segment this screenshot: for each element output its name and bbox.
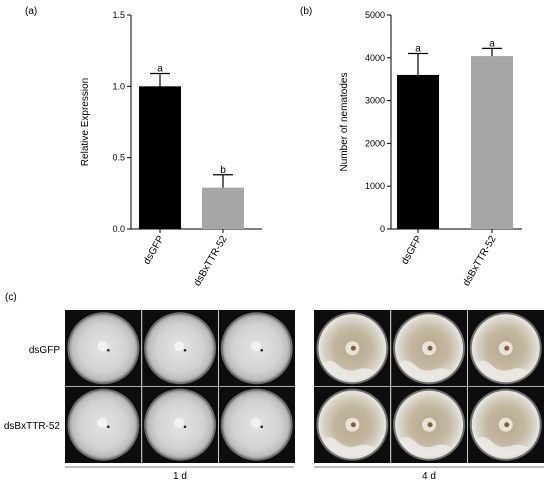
panel-letter-a: (a): [25, 6, 37, 17]
y-tick-label: 5000: [365, 10, 385, 20]
panel-letter-b: (b): [300, 6, 312, 17]
fungal-plug: [250, 341, 261, 352]
nematode-cluster: [427, 422, 433, 428]
mycelium-remnant: [475, 437, 528, 457]
chart-a: Relative Expression 0.0 0.5 1.0 1.5 a dsGFP b d…: [80, 10, 262, 288]
mycelium-remnant: [322, 360, 375, 380]
nematode-cluster: [504, 422, 510, 428]
y-tick-label: 1.0: [112, 81, 125, 91]
bar-dsGFP: [397, 74, 439, 229]
inoculation-point: [107, 425, 110, 429]
significance-letter: a: [415, 44, 421, 55]
bar-dsGFP: [139, 86, 181, 229]
chart-a-ylabel: Relative Expression: [80, 78, 91, 166]
chart-b-ylabel: Number of nematodes: [339, 73, 350, 172]
x-tick-label: dsBxTTR-52: [192, 234, 230, 288]
inoculation-point: [107, 348, 110, 352]
mycelium-remnant: [475, 360, 528, 380]
row-label-dsgfp: dsGFP: [29, 345, 60, 356]
chart-b: Number of nematodes 0 1000 2000 3000 4000 500…: [339, 10, 522, 288]
nematode-cluster: [504, 345, 510, 351]
panel-letter-c: (c): [5, 292, 17, 303]
bar-dsBxTTR-52: [471, 56, 513, 230]
y-tick-label: 0.0: [112, 224, 125, 234]
significance-letter: a: [489, 38, 495, 49]
inoculation-point: [260, 348, 264, 352]
nematode-cluster: [427, 345, 433, 351]
y-tick-label: 4000: [365, 53, 385, 63]
inoculation-point: [183, 425, 187, 429]
fungal-plug: [174, 341, 185, 352]
fungal-plug: [250, 417, 261, 428]
bar-dsBxTTR-52: [202, 187, 244, 229]
significance-letter: b: [220, 165, 226, 176]
mycelium-remnant: [399, 437, 452, 457]
x-tick-label: dsGFP: [142, 234, 167, 267]
mycelium-remnant: [399, 360, 452, 380]
inoculation-point: [260, 425, 264, 429]
y-tick-label: 1.5: [112, 10, 125, 20]
y-tick-label: 3000: [365, 96, 385, 106]
nematode-cluster: [350, 422, 356, 428]
row-label-dsbxttr52: dsBxTTR-52: [4, 421, 61, 432]
nematode-cluster: [350, 345, 356, 351]
y-tick-label: 0: [380, 224, 385, 234]
significance-letter: a: [157, 63, 163, 74]
fungal-plug: [174, 417, 185, 428]
fungal-plug: [97, 341, 108, 352]
fungal-plug: [97, 417, 108, 428]
group-label-4d: 4 d: [422, 471, 436, 482]
y-tick-label: 0.5: [112, 153, 125, 163]
group-label-1d: 1 d: [173, 471, 187, 482]
x-tick-label: dsGFP: [400, 234, 425, 267]
x-tick-label: dsBxTTR-52: [461, 234, 499, 288]
inoculation-point: [183, 348, 187, 352]
y-tick-label: 1000: [365, 181, 385, 191]
y-tick-label: 2000: [365, 138, 385, 148]
mycelium-remnant: [322, 437, 375, 457]
plate-photo-panel: [65, 310, 544, 463]
